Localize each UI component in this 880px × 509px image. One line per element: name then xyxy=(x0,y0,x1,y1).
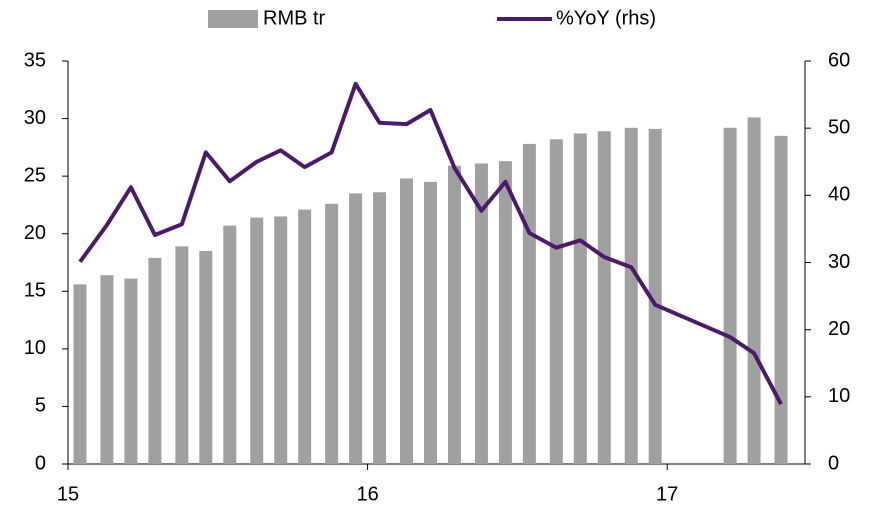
legend-swatch xyxy=(208,10,258,28)
legend-label: RMB tr xyxy=(263,7,326,29)
bar xyxy=(250,217,264,464)
y-tick-label: 0 xyxy=(35,452,46,474)
bar xyxy=(597,131,611,465)
x-tick-label: 17 xyxy=(656,483,678,505)
x-tick-label: 16 xyxy=(356,483,378,505)
y2-tick-label: 30 xyxy=(828,251,850,273)
y-tick-label: 30 xyxy=(24,107,46,129)
bar xyxy=(175,246,189,464)
line xyxy=(78,81,783,406)
bar xyxy=(223,225,237,464)
bar xyxy=(274,216,288,464)
y-tick-label: 20 xyxy=(24,222,46,244)
bar xyxy=(474,163,488,464)
y2-tick-label: 60 xyxy=(828,49,850,71)
bar xyxy=(549,139,563,464)
bar xyxy=(774,135,788,465)
y-tick-label: 35 xyxy=(24,49,46,71)
bar xyxy=(148,257,162,464)
y-tick-label: 25 xyxy=(24,164,46,186)
legend-label: %YoY (rhs) xyxy=(556,7,656,29)
bar xyxy=(747,117,761,465)
bar xyxy=(522,143,536,464)
bar xyxy=(373,192,387,464)
bar xyxy=(424,181,438,464)
bar xyxy=(447,165,461,464)
bar xyxy=(349,193,363,464)
y-tick-label: 5 xyxy=(35,395,46,417)
bar xyxy=(648,128,662,465)
y2-tick-label: 20 xyxy=(828,318,850,340)
bar xyxy=(73,284,87,464)
bar xyxy=(199,250,213,464)
bar xyxy=(573,133,587,465)
bar xyxy=(400,178,414,464)
x-tick-label: 15 xyxy=(57,483,79,505)
bar xyxy=(100,275,114,464)
bar xyxy=(298,209,312,464)
y2-tick-label: 50 xyxy=(828,116,850,138)
y2-tick-label: 40 xyxy=(828,184,850,206)
bar xyxy=(723,127,737,464)
y2-tick-label: 10 xyxy=(828,385,850,407)
y-tick-label: 10 xyxy=(24,337,46,359)
y-tick-label: 15 xyxy=(24,280,46,302)
bar xyxy=(624,127,638,464)
bar xyxy=(124,278,138,464)
bar xyxy=(325,203,339,464)
y2-tick-label: 0 xyxy=(828,452,839,474)
bar xyxy=(498,161,512,464)
